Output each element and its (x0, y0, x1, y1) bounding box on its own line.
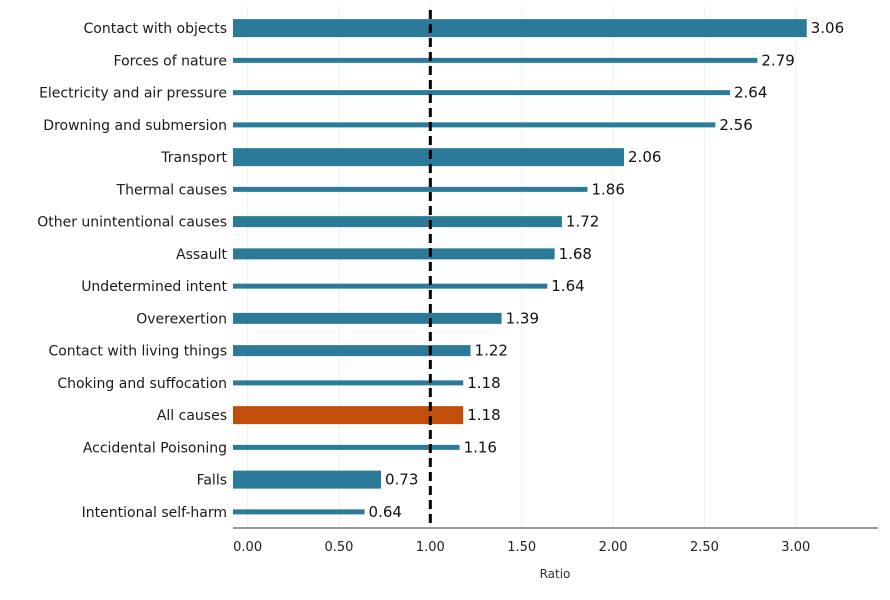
category-label: All causes (157, 408, 227, 424)
category-label: Accidental Poisoning (83, 440, 227, 456)
value-labels: 3.06 2.79 2.64 2.56 2.061.86 1.72 1.68 1.64 1.39… (369, 19, 845, 521)
data-label: 2.64 (734, 84, 767, 102)
category-label: Falls (197, 473, 227, 489)
category-label: Overexertion (136, 311, 227, 327)
x-tick-label: 0.50 (325, 540, 354, 555)
bar (233, 57, 758, 63)
x-tick-label: 2.00 (599, 540, 628, 555)
category-label: Forces of nature (114, 53, 227, 69)
data-label: 1.68 (559, 245, 592, 263)
category-label: Choking and suffocation (57, 376, 227, 392)
bar (233, 509, 365, 515)
data-label: 1.86 (591, 180, 624, 198)
category-label: Transport (160, 150, 227, 166)
bar (233, 283, 548, 289)
data-label: 0.64 (369, 503, 402, 521)
data-label: 2.06 (628, 148, 661, 166)
x-tick-label: 3.00 (781, 540, 810, 555)
bar (233, 90, 730, 96)
data-label: 1.18 (467, 374, 500, 392)
bar (233, 470, 382, 489)
bar (233, 380, 464, 386)
data-label: 2.56 (719, 116, 752, 134)
bar (233, 312, 502, 324)
category-label: Thermal causes (116, 182, 227, 198)
data-label: 0.73 (385, 471, 418, 489)
data-label: 1.39 (506, 309, 539, 327)
bar (233, 122, 716, 128)
x-tick-label: 0.00 (233, 540, 262, 555)
bar (233, 345, 471, 357)
category-label: Assault (176, 247, 228, 263)
category-label: Undetermined intent (81, 279, 227, 295)
category-labels: Contact with objects Forces of nature Elec… (37, 21, 227, 521)
data-label: 1.22 (475, 342, 508, 360)
category-label: Intentional self-harm (82, 505, 227, 521)
data-label: 1.64 (551, 277, 584, 295)
bar (233, 248, 555, 260)
category-label: Electricity and air pressure (39, 86, 227, 102)
category-label: Drowning and submersion (43, 118, 227, 134)
data-label: 1.72 (566, 213, 599, 231)
bar (233, 186, 588, 192)
data-label: 2.79 (761, 51, 794, 69)
x-axis-ticks: 0.00 0.50 1.00 1.50 2.00 2.50 3.00 (233, 540, 810, 555)
bar (233, 406, 464, 425)
x-tick-label: 1.00 (416, 540, 445, 555)
category-label: Other unintentional causes (37, 215, 227, 231)
bar (233, 148, 625, 167)
x-tick-label: 1.50 (507, 540, 536, 555)
category-label: Contact with living things (48, 344, 227, 360)
data-label: 3.06 (811, 19, 844, 37)
x-tick-label: 2.50 (690, 540, 719, 555)
data-label: 1.18 (467, 406, 500, 424)
bars (233, 19, 807, 515)
data-label: 1.16 (464, 438, 497, 456)
category-label: Contact with objects (83, 21, 227, 37)
bar (233, 19, 807, 38)
x-axis-title: Ratio (540, 567, 571, 581)
bar (233, 216, 562, 228)
bar (233, 444, 460, 450)
